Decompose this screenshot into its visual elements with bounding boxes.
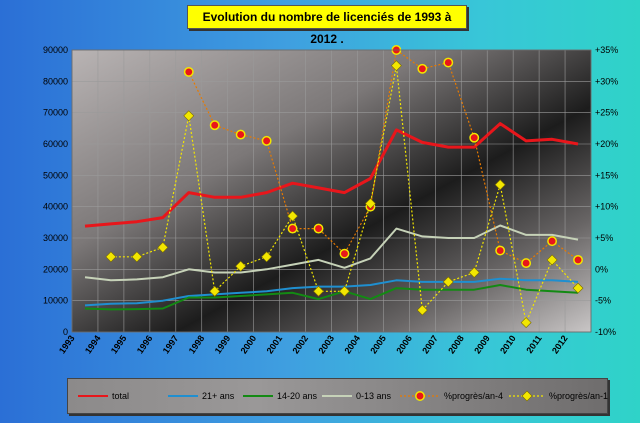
legend-label: 0-13 ans bbox=[356, 391, 392, 401]
data-point-progres-an1 bbox=[339, 285, 350, 297]
y-axis-right: -10% -5% 0% +5% +10% +15% +20% +25% +30% +35% bbox=[595, 45, 618, 337]
y2-tick-label: +5% bbox=[595, 233, 613, 243]
x-tick-label: 2003 bbox=[316, 333, 336, 355]
chart-title: Evolution du nombre de licenciés de 1993… bbox=[187, 5, 467, 46]
x-tick-label: 2002 bbox=[291, 333, 311, 355]
y2-tick-label: 0% bbox=[595, 264, 608, 274]
y-tick-label: 50000 bbox=[43, 170, 68, 180]
data-point-progres-an1 bbox=[287, 210, 298, 222]
data-point-progres-an4 bbox=[521, 258, 532, 269]
series-line-3 bbox=[84, 224, 579, 282]
data-point-progres-an4 bbox=[183, 66, 194, 77]
data-point-progres-an4 bbox=[469, 132, 480, 143]
legend-item-0-13: 0-13 ans bbox=[322, 379, 391, 413]
data-point-progres-an1 bbox=[468, 267, 480, 278]
y2-tick-label: +30% bbox=[595, 76, 618, 86]
x-tick-label: 1997 bbox=[161, 333, 181, 355]
data-point-progres-an4 bbox=[209, 120, 220, 131]
data-point-progres-an4 bbox=[443, 57, 454, 68]
x-tick-label: 1994 bbox=[83, 333, 103, 355]
data-point-progres-an4 bbox=[235, 129, 246, 140]
data-point-progres-an1 bbox=[442, 276, 454, 288]
x-tick-label: 1993 bbox=[57, 333, 77, 355]
data-point-progres-an4 bbox=[573, 254, 583, 265]
y-tick-label: 80000 bbox=[43, 76, 68, 86]
data-point-progres-an4 bbox=[313, 223, 324, 234]
y2-tick-label: +15% bbox=[595, 170, 618, 180]
data-point-progres-an1 bbox=[520, 317, 532, 329]
x-tick-label: 2000 bbox=[239, 333, 259, 355]
series-line-2 bbox=[84, 284, 579, 311]
y-tick-label: 10000 bbox=[43, 296, 68, 306]
y-tick-label: 90000 bbox=[43, 45, 68, 55]
legend-label: total bbox=[112, 391, 130, 401]
legend-item-21plus: 21+ ans bbox=[168, 379, 234, 413]
y-tick-label: 60000 bbox=[43, 139, 68, 149]
x-tick-label: 2006 bbox=[394, 333, 414, 355]
data-point-progres-an1 bbox=[131, 251, 143, 263]
legend-label: %progrès/an-4 bbox=[444, 391, 504, 401]
y2-tick-label: -10% bbox=[595, 327, 616, 337]
data-point-progres-an1 bbox=[209, 285, 221, 297]
x-tick-label: 2007 bbox=[420, 333, 440, 355]
data-point-progres-an4 bbox=[261, 135, 272, 146]
x-tick-label: 1995 bbox=[109, 333, 129, 355]
data-point-progres-an4 bbox=[417, 63, 428, 74]
legend-item-progres-an1: %progrès/an-1 bbox=[509, 379, 608, 413]
data-point-progres-an1 bbox=[183, 110, 195, 122]
data-point-progres-an1 bbox=[261, 251, 273, 263]
x-axis: 1993 1994 1995 1996 1997 1998 1999 2000 2001 2002… bbox=[57, 333, 570, 355]
data-point-progres-an1 bbox=[365, 198, 376, 209]
x-tick-label: 1999 bbox=[213, 333, 233, 355]
legend: total 21+ ans 14-20 ans 0-13 ans %progrè… bbox=[67, 378, 608, 414]
plot-border bbox=[71, 49, 592, 333]
data-point-progres-an1 bbox=[157, 241, 169, 253]
data-point-progres-an1 bbox=[313, 285, 324, 297]
y2-tick-label: +35% bbox=[595, 45, 618, 55]
y2-tick-label: +20% bbox=[595, 139, 618, 149]
y-axis-left: 0 10000 20000 30000 40000 50000 60000 70000 8000… bbox=[43, 45, 68, 337]
x-tick-label: 2005 bbox=[368, 333, 388, 355]
legend-item-progres-an4: %progrès/an-4 bbox=[400, 379, 503, 413]
series-line-1 bbox=[84, 277, 579, 307]
data-point-progres-an4 bbox=[339, 248, 350, 259]
y-tick-label: 30000 bbox=[43, 233, 68, 243]
x-tick-label: 2001 bbox=[265, 333, 285, 355]
data-point-progres-an1 bbox=[494, 179, 506, 191]
y-tick-label: 40000 bbox=[43, 202, 68, 212]
data-point-progres-an1 bbox=[235, 260, 247, 272]
series-line-0 bbox=[84, 122, 579, 228]
y-tick-label: 0 bbox=[63, 327, 68, 337]
x-tick-label: 1998 bbox=[187, 333, 207, 355]
x-tick-label: 1996 bbox=[135, 333, 155, 355]
data-point-progres-an4 bbox=[287, 223, 298, 234]
data-point-progres-an1 bbox=[105, 251, 117, 263]
y2-tick-label: +10% bbox=[595, 202, 618, 212]
legend-item-14-20: 14-20 ans bbox=[243, 379, 317, 413]
y-tick-label: 70000 bbox=[43, 108, 68, 118]
x-tick-label: 2012 bbox=[550, 333, 570, 355]
legend-item-total: total bbox=[78, 379, 129, 413]
data-point-progres-an4 bbox=[547, 236, 558, 247]
x-tick-label: 2009 bbox=[472, 333, 492, 355]
legend-label: %progrès/an-1 bbox=[549, 391, 609, 401]
data-point-progres-an1 bbox=[572, 282, 584, 294]
legend-label: 14-20 ans bbox=[277, 391, 318, 401]
legend-label: 21+ ans bbox=[202, 391, 235, 401]
x-tick-label: 2010 bbox=[498, 333, 518, 355]
x-tick-label: 2011 bbox=[524, 333, 543, 355]
data-point-progres-an1 bbox=[416, 304, 428, 316]
series-markers bbox=[105, 45, 584, 329]
series-line-4 bbox=[188, 49, 579, 264]
y-tick-label: 20000 bbox=[43, 264, 68, 274]
data-point-progres-an4 bbox=[495, 245, 506, 256]
data-point-progres-an1 bbox=[546, 254, 558, 266]
y2-tick-label: -5% bbox=[595, 296, 611, 306]
x-tick-label: 2004 bbox=[342, 333, 362, 355]
data-point-progres-an1 bbox=[390, 60, 402, 72]
y2-tick-label: +25% bbox=[595, 108, 618, 118]
x-tick-label: 2008 bbox=[446, 333, 466, 355]
